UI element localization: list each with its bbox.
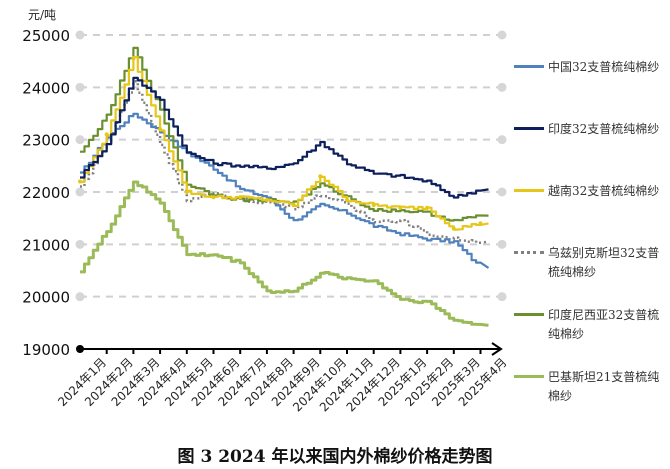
gridline-start-dot-icon bbox=[75, 187, 85, 197]
series-marker bbox=[425, 205, 430, 210]
legend-item-indonesia: 印度尼西亚32支普梳纯棉纱 bbox=[512, 306, 670, 346]
series-line bbox=[80, 76, 489, 199]
gridline-end-dot-icon bbox=[497, 187, 507, 197]
line-chart: 190002000021000220002300024000250002024年… bbox=[22, 27, 509, 414]
series-marker bbox=[211, 195, 216, 200]
figure-caption: 图 3 2024 年以来国内外棉纱价格走势图 bbox=[177, 447, 493, 467]
legend-item-pakistan: 巴基斯坦21支普梳纯棉纱 bbox=[512, 368, 670, 408]
gridline-end-dot-icon bbox=[497, 82, 507, 92]
legend-swatch-icon bbox=[514, 251, 544, 254]
legend-label: 印度尼西亚32支普梳纯棉纱 bbox=[548, 308, 660, 341]
gridline-end-dot-icon bbox=[497, 135, 507, 145]
series-marker bbox=[131, 56, 136, 61]
series-marker bbox=[318, 174, 323, 179]
y-tick-label: 24000 bbox=[22, 79, 70, 97]
series-line bbox=[80, 80, 489, 244]
series-marker bbox=[264, 197, 269, 202]
gridline-end-dot-icon bbox=[497, 292, 507, 302]
series-marker bbox=[238, 195, 243, 200]
series-line bbox=[80, 56, 489, 231]
legend-label: 越南32支普梳纯棉纱 bbox=[548, 184, 660, 198]
series-marker bbox=[158, 127, 163, 132]
series-line bbox=[80, 112, 490, 269]
legend-item-uzbekistan: 乌兹别克斯坦32支普梳纯棉纱 bbox=[512, 244, 670, 284]
x-axis-origin-dot-icon bbox=[76, 345, 84, 353]
y-tick-label: 25000 bbox=[22, 27, 70, 45]
y-tick-label: 23000 bbox=[22, 132, 70, 150]
legend-label: 乌兹别克斯坦32支普梳纯棉纱 bbox=[548, 246, 660, 279]
series-marker bbox=[78, 179, 82, 184]
series-marker bbox=[451, 226, 456, 231]
series-marker bbox=[291, 203, 296, 208]
gridline-end-dot-icon bbox=[497, 30, 507, 40]
y-tick-label: 19000 bbox=[22, 341, 70, 359]
gridline-start-dot-icon bbox=[75, 239, 85, 249]
series-marker bbox=[398, 205, 403, 210]
legend-swatch-icon bbox=[514, 313, 544, 316]
y-tick-label: 22000 bbox=[22, 184, 70, 202]
legend-label: 巴基斯坦21支普梳纯棉纱 bbox=[548, 370, 660, 403]
legend-label: 印度32支普梳纯棉纱 bbox=[548, 122, 660, 136]
legend-swatch-icon bbox=[514, 65, 544, 68]
y-axis-unit-label: 元/吨 bbox=[28, 8, 57, 22]
series-marker bbox=[104, 132, 109, 137]
series-marker bbox=[371, 203, 376, 208]
series-marker bbox=[345, 197, 349, 202]
gridline-start-dot-icon bbox=[75, 135, 85, 145]
series-marker bbox=[478, 221, 483, 226]
gridline-start-dot-icon bbox=[75, 30, 85, 40]
series-marker bbox=[184, 190, 189, 194]
gridline-end-dot-icon bbox=[497, 239, 507, 249]
y-tick-label: 21000 bbox=[22, 236, 70, 254]
series-line bbox=[80, 180, 489, 327]
x-axis-arrow-icon bbox=[491, 342, 503, 356]
legend-swatch-icon bbox=[514, 189, 544, 192]
legend-item-vietnam: 越南32支普梳纯棉纱 bbox=[512, 182, 670, 222]
y-tick-label: 20000 bbox=[22, 289, 70, 307]
legend-item-china: 中国32支普梳纯棉纱 bbox=[512, 58, 670, 98]
gridline-start-dot-icon bbox=[75, 82, 85, 92]
legend-item-india: 印度32支普梳纯棉纱 bbox=[512, 120, 670, 160]
legend-swatch-icon bbox=[514, 375, 544, 378]
legend-swatch-icon bbox=[514, 127, 544, 130]
gridline-start-dot-icon bbox=[75, 292, 85, 302]
legend-label: 中国32支普梳纯棉纱 bbox=[548, 60, 660, 74]
